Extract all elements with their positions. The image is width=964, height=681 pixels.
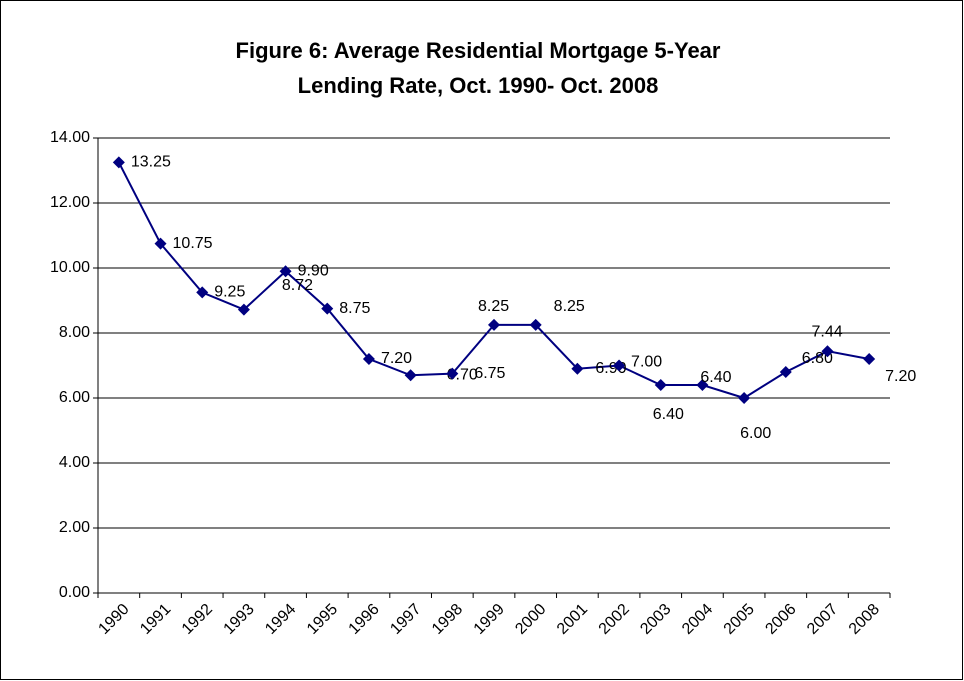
data-label: 6.40 xyxy=(700,369,731,386)
y-tick-label: 2.00 xyxy=(59,519,90,536)
marker xyxy=(237,303,250,316)
marker xyxy=(779,366,792,378)
chart-title: Lending Rate, Oct. 1990- Oct. 2008 xyxy=(298,73,659,98)
marker xyxy=(196,286,209,299)
data-label: 13.25 xyxy=(131,154,171,171)
marker xyxy=(112,156,125,169)
y-tick-label: 0.00 xyxy=(59,584,90,601)
y-tick-label: 12.00 xyxy=(50,194,90,211)
marker xyxy=(863,353,876,365)
marker xyxy=(613,359,626,372)
marker xyxy=(362,353,375,365)
marker xyxy=(529,318,542,331)
data-label: 6.75 xyxy=(474,365,505,382)
marker xyxy=(321,302,334,315)
marker xyxy=(279,265,292,278)
data-label: 8.25 xyxy=(478,298,509,315)
data-label: 6.40 xyxy=(653,406,684,423)
data-label: 9.25 xyxy=(214,284,245,301)
data-label: 8.72 xyxy=(282,277,313,294)
data-label: 10.75 xyxy=(173,235,213,252)
data-label: 7.20 xyxy=(381,350,412,367)
data-label: 7.44 xyxy=(811,323,842,340)
marker xyxy=(738,392,751,404)
data-label: 8.25 xyxy=(554,298,585,315)
data-label: 6.00 xyxy=(740,425,771,442)
y-tick-label: 10.00 xyxy=(50,259,90,276)
data-label: 7.00 xyxy=(631,354,662,371)
marker xyxy=(654,379,667,391)
y-tick-label: 4.00 xyxy=(59,454,90,471)
data-label: 8.75 xyxy=(339,300,370,317)
marker xyxy=(571,362,584,375)
y-tick-label: 8.00 xyxy=(59,324,90,341)
data-label: 9.90 xyxy=(298,262,329,279)
y-tick-label: 14.00 xyxy=(50,129,90,146)
marker xyxy=(446,367,459,380)
marker xyxy=(488,318,500,331)
marker xyxy=(696,379,709,391)
marker xyxy=(154,237,167,250)
marker xyxy=(821,345,834,358)
y-tick-label: 6.00 xyxy=(59,389,90,406)
marker xyxy=(404,369,417,382)
data-label: 7.20 xyxy=(885,368,916,385)
chart-title: Figure 6: Average Residential Mortgage 5… xyxy=(236,38,721,63)
